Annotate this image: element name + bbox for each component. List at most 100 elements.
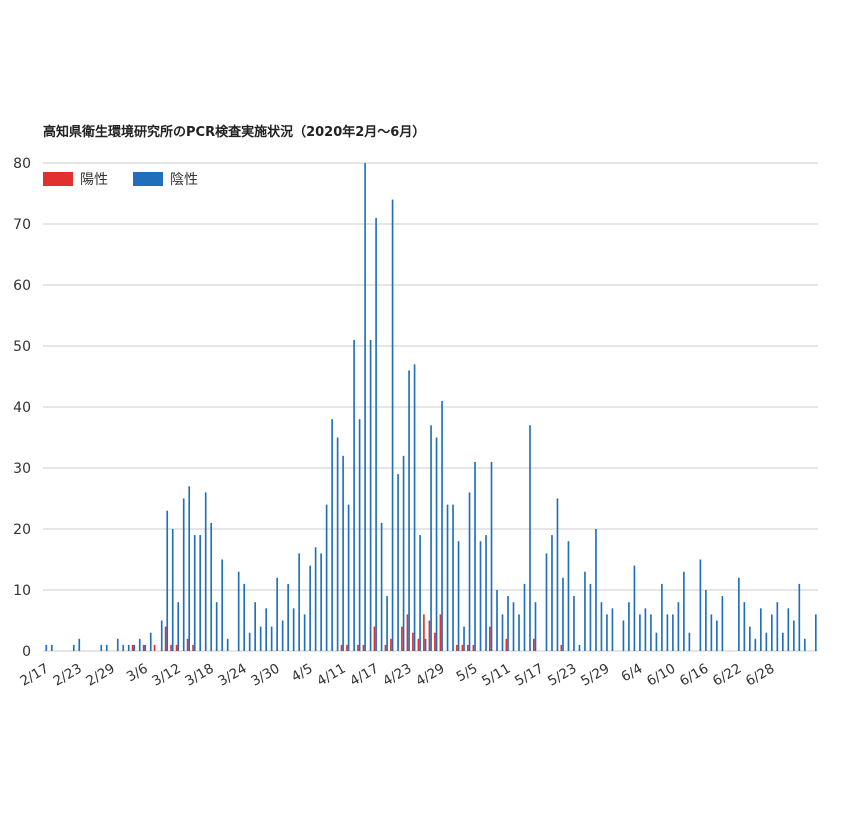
bar-negative (144, 644, 147, 651)
bar-negative (765, 632, 768, 651)
bar-negative (792, 620, 795, 651)
bar-negative (408, 370, 410, 651)
bar-negative (386, 596, 388, 651)
x-tick-label: 6/16 (677, 661, 711, 690)
bar-negative (325, 504, 328, 651)
x-tick-label: 3/30 (248, 661, 282, 690)
bar-negative (435, 437, 438, 651)
bar-negative (138, 638, 141, 651)
x-tick-label: 2/29 (83, 661, 117, 690)
legend-swatch (133, 172, 163, 186)
x-tick-label: 5/29 (578, 661, 612, 690)
bar-negative (721, 596, 724, 651)
bar-negative (45, 644, 48, 651)
bar-positive (384, 644, 387, 651)
bar-negative (463, 626, 465, 651)
bar-positive (412, 632, 414, 651)
legend-label: 陽性 (80, 172, 108, 188)
x-tick-label: 2/17 (17, 661, 51, 690)
bar-positive (461, 644, 464, 651)
bar-negative (479, 541, 482, 651)
bar-negative (578, 644, 581, 651)
legend: 陽性 陰性 (43, 172, 198, 188)
bar-negative (611, 608, 614, 651)
bar-negative (265, 608, 267, 651)
bar-negative (771, 614, 773, 651)
bar-negative (210, 522, 213, 651)
bar-negative (716, 620, 718, 651)
bar-negative (270, 626, 273, 651)
bar-negative (776, 602, 779, 651)
bar-negative (375, 217, 377, 651)
y-tick-label: 60 (13, 278, 31, 294)
y-tick-label: 0 (22, 644, 31, 660)
bar-negative (276, 577, 278, 651)
bar-negative (743, 602, 746, 651)
bar-positive (417, 638, 420, 651)
bar-negative (309, 565, 311, 651)
bar-negative (782, 632, 784, 651)
bar-positive (401, 626, 403, 651)
bar-negative (397, 474, 399, 651)
bar-negative (606, 614, 608, 651)
bar-negative (441, 400, 443, 651)
bar-positive (142, 644, 145, 651)
bar-negative (149, 632, 152, 651)
bar-negative (342, 455, 344, 651)
y-axis-ticks: 0 10 20 30 40 50 60 70 80 (13, 156, 31, 660)
chart-title: 高知県衛生環境研究所のPCR検査実施状況（2020年2月～6月） (43, 124, 425, 140)
bar-positive (373, 626, 376, 651)
bar-negative (457, 541, 460, 651)
bar-negative (237, 571, 240, 651)
bar-negative (287, 583, 289, 651)
bar-negative (430, 425, 432, 651)
bar-negative (292, 608, 295, 651)
bar-positive (153, 644, 156, 651)
x-tick-label: 3/24 (215, 661, 249, 690)
bar-negative (683, 571, 685, 651)
y-tick-label: 70 (13, 217, 31, 233)
bar-negative (105, 644, 108, 651)
bar-negative (254, 602, 256, 651)
bars (45, 163, 817, 651)
bar-negative (699, 559, 702, 651)
bar-negative (584, 571, 586, 651)
bar-negative (738, 577, 740, 651)
bar-negative (661, 583, 663, 651)
bar-negative (803, 638, 806, 651)
bar-positive (489, 626, 491, 651)
x-tick-label: 5/17 (512, 661, 546, 690)
bar-negative (314, 547, 317, 651)
x-tick-label: 3/18 (182, 661, 216, 690)
bar-negative (364, 163, 366, 651)
bar-negative (633, 565, 636, 651)
x-tick-label: 4/23 (380, 661, 414, 690)
bar-negative (199, 535, 202, 651)
bar-positive (357, 644, 359, 651)
x-tick-label: 4/29 (413, 661, 447, 690)
bar-negative (650, 614, 652, 651)
bar-positive (131, 644, 134, 651)
bar-positive (192, 644, 194, 651)
bar-negative (320, 553, 322, 651)
bar-negative (677, 602, 680, 651)
x-tick-label: 6/22 (710, 661, 744, 690)
bar-negative (446, 504, 449, 651)
bar-negative (589, 583, 592, 651)
bar-negative (655, 632, 658, 651)
bar-negative (188, 486, 191, 651)
bar-negative (122, 644, 125, 651)
x-tick-label: 3/6 (124, 661, 151, 686)
bar-positive (456, 644, 458, 651)
x-tick-label: 4/11 (314, 661, 348, 690)
bar-negative (573, 596, 575, 651)
bar-negative (298, 553, 300, 651)
bar-negative (545, 553, 548, 651)
bar-negative (760, 608, 762, 651)
bar-negative (127, 644, 130, 651)
bar-negative (369, 339, 372, 651)
bar-negative (523, 583, 526, 651)
bar-negative (100, 644, 103, 651)
y-tick-label: 10 (13, 583, 31, 599)
